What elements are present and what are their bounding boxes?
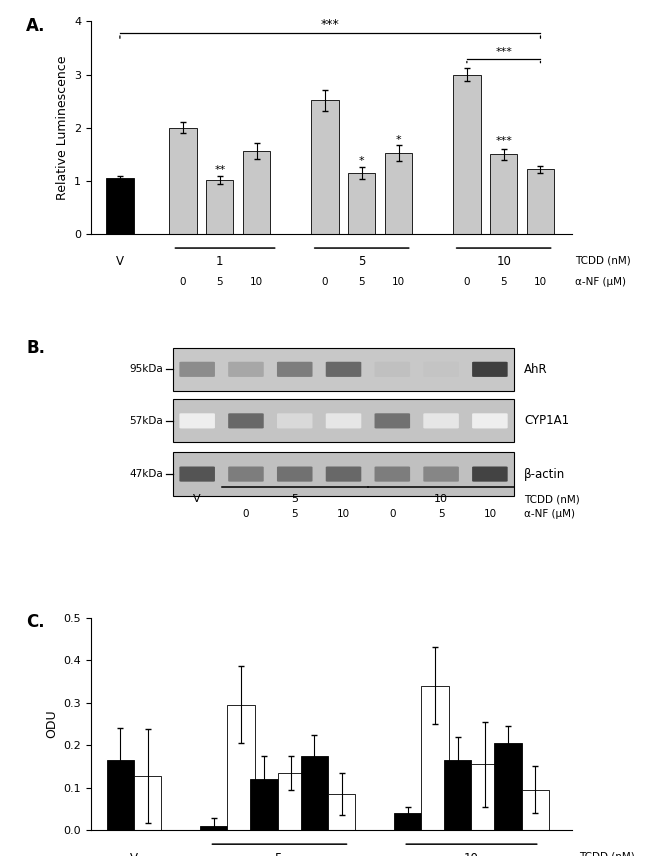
Text: 10: 10 xyxy=(434,494,448,504)
FancyBboxPatch shape xyxy=(423,467,459,482)
Text: 10: 10 xyxy=(250,276,263,287)
Text: 10: 10 xyxy=(392,276,405,287)
Bar xyxy=(107,760,134,830)
Text: TCDD (nM): TCDD (nM) xyxy=(524,494,580,504)
Bar xyxy=(311,100,339,235)
FancyBboxPatch shape xyxy=(374,413,410,429)
Text: 5: 5 xyxy=(274,852,281,856)
FancyBboxPatch shape xyxy=(277,413,313,429)
Text: 0: 0 xyxy=(242,509,249,519)
FancyBboxPatch shape xyxy=(472,362,508,377)
Text: V: V xyxy=(116,255,124,269)
Bar xyxy=(250,779,278,830)
Text: 5: 5 xyxy=(291,509,298,519)
Text: A.: A. xyxy=(26,17,46,35)
Bar xyxy=(348,173,376,235)
FancyBboxPatch shape xyxy=(374,467,410,482)
Text: 0: 0 xyxy=(180,276,187,287)
Bar xyxy=(243,151,270,235)
Bar xyxy=(471,764,499,830)
FancyBboxPatch shape xyxy=(374,362,410,377)
FancyBboxPatch shape xyxy=(277,362,313,377)
Text: 57kDa: 57kDa xyxy=(129,416,163,426)
FancyBboxPatch shape xyxy=(326,413,361,429)
Bar xyxy=(278,773,305,830)
Text: 0: 0 xyxy=(322,276,328,287)
FancyBboxPatch shape xyxy=(326,467,361,482)
Bar xyxy=(495,743,522,830)
Text: 10: 10 xyxy=(534,276,547,287)
FancyBboxPatch shape xyxy=(179,413,215,429)
FancyBboxPatch shape xyxy=(228,467,264,482)
Text: ***: *** xyxy=(495,136,512,146)
FancyBboxPatch shape xyxy=(228,413,264,429)
Text: 5: 5 xyxy=(291,494,298,504)
Text: *: * xyxy=(359,156,365,166)
Text: 0: 0 xyxy=(389,509,396,519)
FancyBboxPatch shape xyxy=(179,467,215,482)
FancyBboxPatch shape xyxy=(423,362,459,377)
Text: 10: 10 xyxy=(464,852,479,856)
Text: 47kDa: 47kDa xyxy=(129,469,163,479)
Bar xyxy=(227,704,255,830)
FancyBboxPatch shape xyxy=(326,362,361,377)
Text: 5: 5 xyxy=(216,276,223,287)
Y-axis label: ODU: ODU xyxy=(45,710,58,738)
Text: α-NF (μM): α-NF (μM) xyxy=(575,276,626,287)
Bar xyxy=(394,813,421,830)
Text: α-NF (μM): α-NF (μM) xyxy=(524,509,575,519)
FancyBboxPatch shape xyxy=(173,399,514,443)
Bar xyxy=(328,794,355,830)
FancyBboxPatch shape xyxy=(179,362,215,377)
Text: V: V xyxy=(193,494,201,504)
Text: **: ** xyxy=(214,164,226,175)
Text: β-actin: β-actin xyxy=(524,467,565,480)
Bar xyxy=(134,776,161,830)
Bar xyxy=(526,169,554,235)
Bar xyxy=(444,760,471,830)
Text: TCDD (nM): TCDD (nM) xyxy=(579,852,635,856)
Text: AhR: AhR xyxy=(524,363,547,376)
Text: 10: 10 xyxy=(484,509,497,519)
FancyBboxPatch shape xyxy=(472,413,508,429)
Bar xyxy=(421,686,448,830)
Text: 10: 10 xyxy=(496,255,511,269)
Bar xyxy=(206,180,233,235)
Text: B.: B. xyxy=(26,339,45,358)
Text: TCDD (nM): TCDD (nM) xyxy=(575,255,630,265)
FancyBboxPatch shape xyxy=(277,467,313,482)
Bar xyxy=(170,128,197,235)
Text: 1: 1 xyxy=(216,255,224,269)
Bar xyxy=(522,790,549,830)
FancyBboxPatch shape xyxy=(472,467,508,482)
Bar xyxy=(490,154,517,235)
Text: 5: 5 xyxy=(438,509,445,519)
Text: ***: *** xyxy=(495,46,512,56)
FancyBboxPatch shape xyxy=(423,413,459,429)
Text: 10: 10 xyxy=(337,509,350,519)
Bar xyxy=(453,74,480,235)
Bar xyxy=(385,153,412,235)
FancyBboxPatch shape xyxy=(173,453,514,496)
FancyBboxPatch shape xyxy=(228,362,264,377)
Text: V: V xyxy=(130,852,138,856)
Text: C.: C. xyxy=(26,613,45,631)
FancyBboxPatch shape xyxy=(173,348,514,391)
Text: 95kDa: 95kDa xyxy=(129,365,163,374)
Text: *: * xyxy=(396,135,401,145)
Y-axis label: Relative Luminescence: Relative Luminescence xyxy=(56,56,69,200)
Text: 5: 5 xyxy=(358,255,365,269)
Text: 5: 5 xyxy=(358,276,365,287)
Bar xyxy=(301,756,328,830)
Text: 5: 5 xyxy=(500,276,507,287)
Text: ***: *** xyxy=(321,18,339,31)
Text: 0: 0 xyxy=(463,276,470,287)
Text: CYP1A1: CYP1A1 xyxy=(524,414,569,427)
Bar xyxy=(200,826,227,830)
Bar xyxy=(106,178,134,235)
